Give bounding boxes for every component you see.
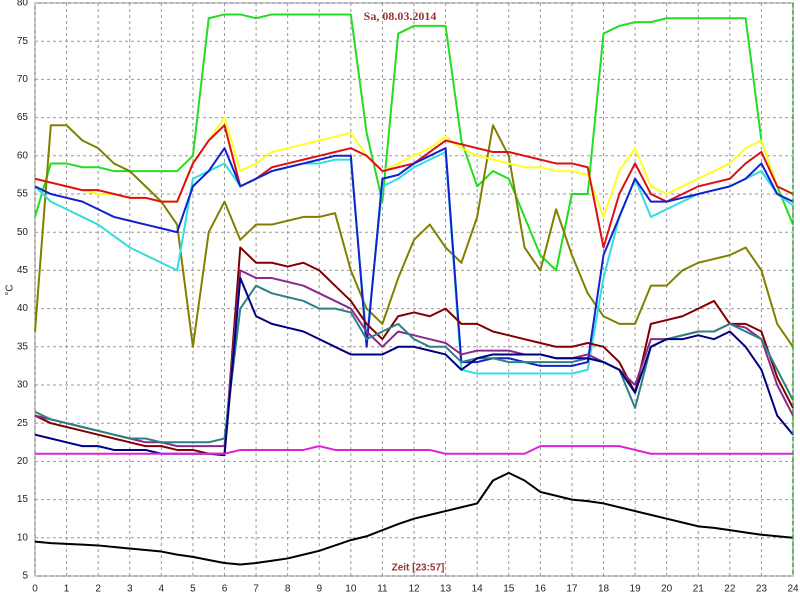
x-tick-label: 7	[253, 584, 259, 595]
x-tick-label: 1	[64, 584, 70, 595]
series-line	[34, 246, 794, 455]
x-tick-label: 4	[159, 584, 165, 595]
series-line	[34, 147, 794, 367]
x-tick-label: 3	[127, 584, 133, 595]
y-tick-label: 25	[17, 418, 29, 429]
x-tick-label: 16	[535, 584, 547, 595]
x-tick-label: 5	[190, 584, 196, 595]
y-tick-label: 55	[17, 189, 29, 200]
chart-title: Sa, 08.03.2014	[364, 9, 437, 23]
x-axis-label: Zeit [23:57]	[392, 563, 445, 574]
x-tick-label: 15	[503, 584, 515, 595]
y-axis-label: °C	[5, 284, 16, 295]
x-tick-label: 0	[32, 584, 38, 595]
y-tick-label: 75	[17, 36, 29, 47]
y-tick-label: 40	[17, 303, 29, 314]
series-line	[34, 471, 794, 566]
x-tick-label: 13	[440, 584, 452, 595]
x-tick-label: 23	[756, 584, 768, 595]
series-line	[34, 13, 794, 272]
y-tick-label: 35	[17, 341, 29, 352]
x-tick-label: 14	[472, 584, 484, 595]
x-tick-label: 10	[345, 584, 357, 595]
y-tick-label: 45	[17, 265, 29, 276]
x-tick-label: 18	[598, 584, 610, 595]
series-lines	[34, 13, 794, 566]
y-tick-label: 10	[17, 532, 29, 543]
x-tick-label: 20	[661, 584, 673, 595]
x-tick-label: 17	[566, 584, 578, 595]
y-tick-label: 60	[17, 150, 29, 161]
x-tick-label: 21	[693, 584, 705, 595]
y-tick-label: 15	[17, 494, 29, 505]
y-tick-label: 80	[17, 0, 29, 9]
x-tick-label: 24	[787, 584, 799, 595]
series-line	[35, 445, 793, 455]
y-tick-label: 5	[22, 571, 28, 582]
x-tick-label: 19	[630, 584, 642, 595]
y-tick-label: 20	[17, 456, 29, 467]
y-tick-label: 50	[17, 227, 29, 238]
x-tick-label: 12	[408, 584, 420, 595]
y-tick-label: 30	[17, 380, 29, 391]
x-tick-label: 11	[377, 584, 388, 595]
series-line	[34, 150, 794, 375]
x-tick-label: 8	[285, 584, 291, 595]
x-tick-label: 6	[222, 584, 228, 595]
x-tick-label: 22	[724, 584, 736, 595]
y-tick-label: 65	[17, 112, 29, 123]
x-tick-label: 2	[95, 584, 101, 595]
x-tick-label: 9	[316, 584, 322, 595]
y-tick-label: 70	[17, 74, 29, 85]
